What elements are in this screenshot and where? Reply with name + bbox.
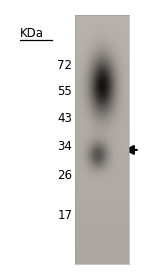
- Text: A: A: [86, 25, 95, 38]
- Text: 17: 17: [57, 209, 72, 222]
- Text: 43: 43: [57, 112, 72, 125]
- Text: 34: 34: [57, 140, 72, 153]
- Text: 26: 26: [57, 169, 72, 181]
- Text: KDa: KDa: [20, 27, 44, 40]
- Text: 55: 55: [57, 85, 72, 98]
- Text: 72: 72: [57, 58, 72, 72]
